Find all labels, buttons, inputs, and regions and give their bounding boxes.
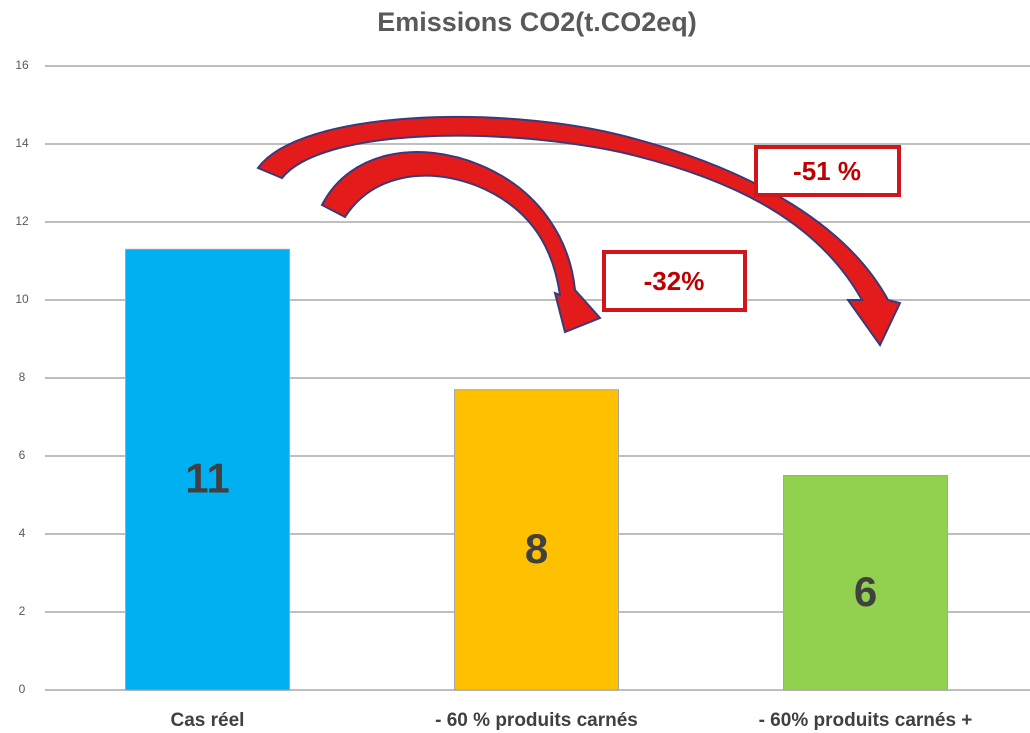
- arrow: [256, 115, 902, 347]
- x-tick-label: - 60% produits carnés +: [759, 710, 973, 731]
- bar: [454, 389, 619, 691]
- annotation: -51 %: [793, 156, 861, 186]
- bar: [783, 475, 948, 691]
- y-tick-label: 2: [19, 604, 26, 618]
- bars: 11 8 6: [125, 248, 948, 691]
- y-tick-label: 12: [15, 214, 29, 228]
- data-label: 6: [854, 568, 877, 615]
- data-label: 8: [525, 525, 548, 572]
- y-tick-label: 14: [15, 136, 29, 150]
- annotation-box: [754, 145, 901, 197]
- data-label: 11: [185, 455, 229, 502]
- y-tick-label: 6: [19, 448, 26, 462]
- y-tick-label: 8: [19, 370, 26, 384]
- annotation: -32%: [644, 266, 705, 296]
- y-tick-label: 10: [15, 292, 29, 306]
- y-tick-label: 0: [19, 682, 26, 696]
- x-tick-label: Cas réel: [171, 710, 245, 731]
- annotation-box: [602, 250, 747, 312]
- arrows: [256, 115, 902, 347]
- chart-title: Emissions CO2(t.CO2eq): [377, 7, 697, 37]
- arrow: [320, 151, 602, 334]
- y-tick-label: 16: [15, 58, 29, 72]
- y-tick-label: 4: [19, 526, 26, 540]
- bar: [125, 248, 290, 691]
- x-tick-label: - 60 % produits carnés: [435, 710, 638, 731]
